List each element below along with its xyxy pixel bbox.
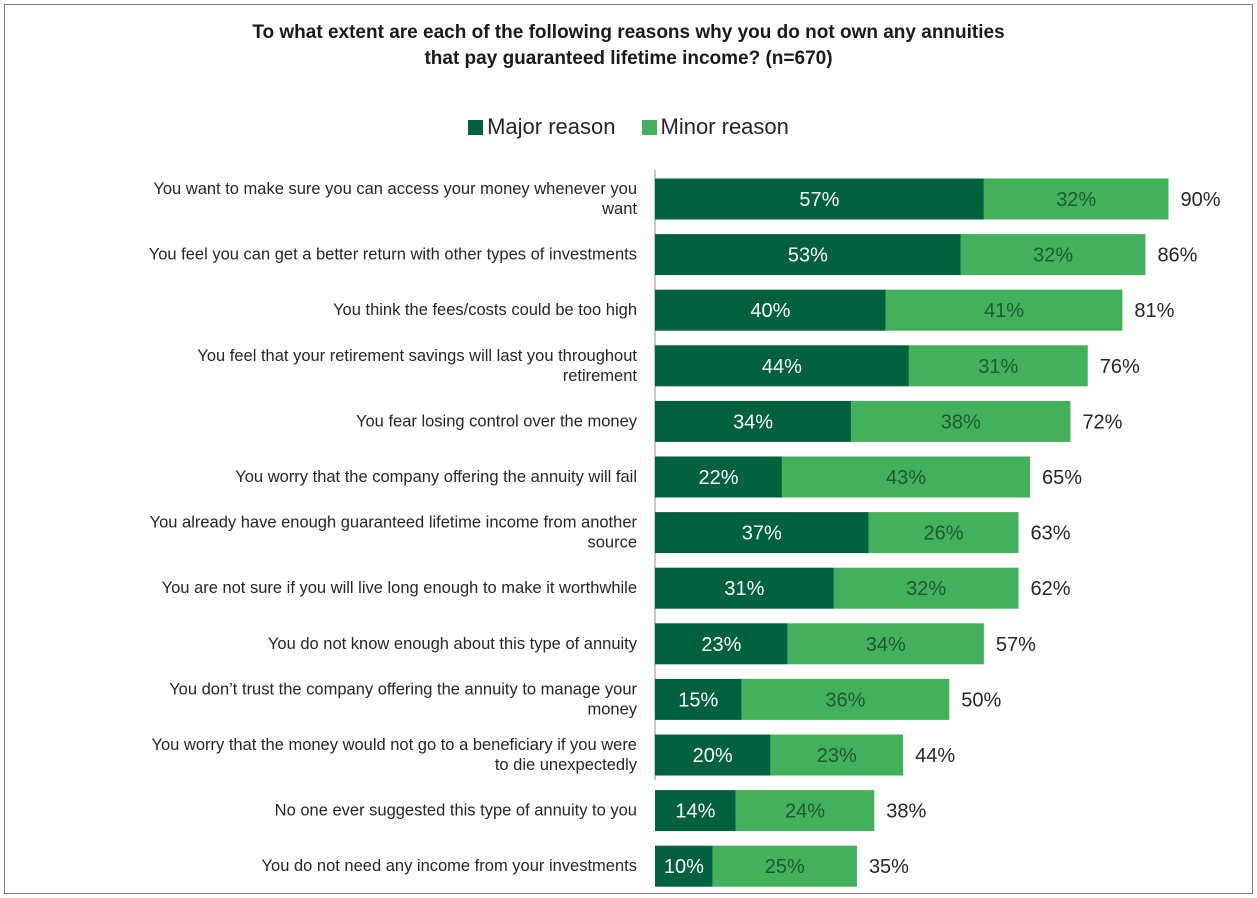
- data-label-minor: 32%: [1056, 189, 1096, 211]
- data-label-minor: 34%: [866, 634, 906, 656]
- chart-title-line-2: that pay guaranteed lifetime income? (n=…: [424, 48, 833, 69]
- bar-segment-major: [655, 845, 713, 887]
- bar-segment-minor: [960, 234, 1146, 276]
- total-label: 81%: [1134, 300, 1174, 322]
- data-label-major: 31%: [724, 578, 764, 600]
- bar-segment-minor: [833, 567, 1019, 609]
- data-label-major: 44%: [762, 356, 802, 378]
- category-label: You do not need any income from your inv…: [262, 857, 637, 875]
- data-label-major: 37%: [742, 523, 782, 545]
- category-label: You feel you can get a better return wit…: [149, 246, 637, 264]
- data-label-minor: 32%: [1033, 245, 1073, 267]
- total-label: 50%: [961, 689, 1001, 711]
- total-label: 65%: [1042, 467, 1082, 489]
- bar-segment-major: [655, 234, 961, 276]
- total-label: 57%: [996, 634, 1036, 656]
- bar-segment-minor: [983, 178, 1169, 220]
- category-label: No one ever suggested this type of annui…: [275, 802, 637, 820]
- bar-segment-minor: [787, 623, 984, 665]
- data-label-minor: 31%: [978, 356, 1018, 378]
- bar-segment-major: [655, 456, 782, 498]
- bar-segment-major: [655, 178, 984, 220]
- bar-segment-major: [655, 400, 852, 442]
- data-label-minor: 36%: [825, 689, 865, 711]
- category-label: You worry that the company offering the …: [235, 468, 637, 486]
- total-label: 72%: [1082, 411, 1122, 433]
- bar-segment-minor: [741, 678, 950, 720]
- total-label: 86%: [1157, 245, 1197, 267]
- total-label: 76%: [1100, 356, 1140, 378]
- bar-segment-minor: [770, 734, 904, 776]
- data-label-minor: 41%: [984, 300, 1024, 322]
- total-label: 90%: [1181, 189, 1221, 211]
- category-label: You fear losing control over the money: [356, 412, 638, 430]
- data-label-major: 40%: [750, 300, 790, 322]
- bar-segment-minor: [885, 289, 1123, 331]
- total-label: 62%: [1031, 578, 1071, 600]
- chart-title-line-1: To what extent are each of the following…: [252, 22, 1005, 43]
- data-label-minor: 26%: [923, 523, 963, 545]
- bar-segment-minor: [908, 345, 1088, 387]
- data-label-major: 20%: [693, 745, 733, 767]
- bar-segment-minor: [735, 790, 875, 832]
- data-label-major: 53%: [788, 245, 828, 267]
- data-label-minor: 32%: [906, 578, 946, 600]
- bar-segment-major: [655, 289, 886, 331]
- data-label-minor: 43%: [886, 467, 926, 489]
- data-label-minor: 24%: [785, 801, 825, 823]
- data-label-major: 57%: [799, 189, 839, 211]
- category-label: to die unexpectedly: [495, 756, 638, 774]
- bar-segment-minor: [868, 512, 1019, 554]
- bar-segment-major: [655, 567, 834, 609]
- data-label-major: 10%: [664, 856, 704, 878]
- category-label: want: [601, 200, 637, 218]
- category-label: You think the fees/costs could be too hi…: [333, 301, 637, 319]
- data-label-minor: 25%: [765, 856, 805, 878]
- category-label: You worry that the money would not go to…: [151, 736, 637, 754]
- legend-item-major: Major reason: [468, 114, 616, 140]
- data-label-major: 22%: [698, 467, 738, 489]
- data-label-major: 23%: [701, 634, 741, 656]
- total-label: 38%: [886, 801, 926, 823]
- legend-swatch-major: [468, 119, 484, 135]
- legend-label-major: Major reason: [487, 114, 616, 139]
- legend-swatch-minor: [641, 119, 657, 135]
- data-label-major: 14%: [675, 801, 715, 823]
- category-label: You don’t trust the company offering the…: [169, 680, 637, 698]
- data-label-minor: 23%: [817, 745, 857, 767]
- data-label-major: 15%: [678, 689, 718, 711]
- data-label-major: 34%: [733, 411, 773, 433]
- category-label: source: [587, 534, 637, 552]
- chart-frame: [4, 4, 1253, 894]
- legend-label-minor: Minor reason: [660, 114, 789, 139]
- chart-legend: Major reason Minor reason: [0, 114, 1257, 140]
- category-label: You already have enough guaranteed lifet…: [150, 514, 638, 532]
- total-label: 44%: [915, 745, 955, 767]
- bar-segment-major: [655, 790, 736, 832]
- category-label: retirement: [563, 367, 638, 385]
- bar-segment-major: [655, 512, 869, 554]
- bar-segment-minor: [851, 400, 1071, 442]
- chart-title: To what extent are each of the following…: [0, 20, 1257, 72]
- total-label: 35%: [869, 856, 909, 878]
- bar-segment-major: [655, 345, 909, 387]
- bar-segment-major: [655, 734, 771, 776]
- category-label: You feel that your retirement savings wi…: [197, 347, 637, 365]
- category-label: You do not know enough about this type o…: [268, 635, 638, 653]
- category-label: You want to make sure you can access you…: [153, 180, 637, 198]
- data-label-minor: 38%: [941, 411, 981, 433]
- legend-item-minor: Minor reason: [641, 114, 789, 140]
- category-label: You are not sure if you will live long e…: [162, 579, 637, 597]
- total-label: 63%: [1031, 523, 1071, 545]
- category-label: money: [587, 700, 637, 718]
- bar-segment-major: [655, 623, 788, 665]
- bar-segment-minor: [781, 456, 1031, 498]
- bar-segment-major: [655, 678, 742, 720]
- bar-segment-minor: [712, 845, 857, 887]
